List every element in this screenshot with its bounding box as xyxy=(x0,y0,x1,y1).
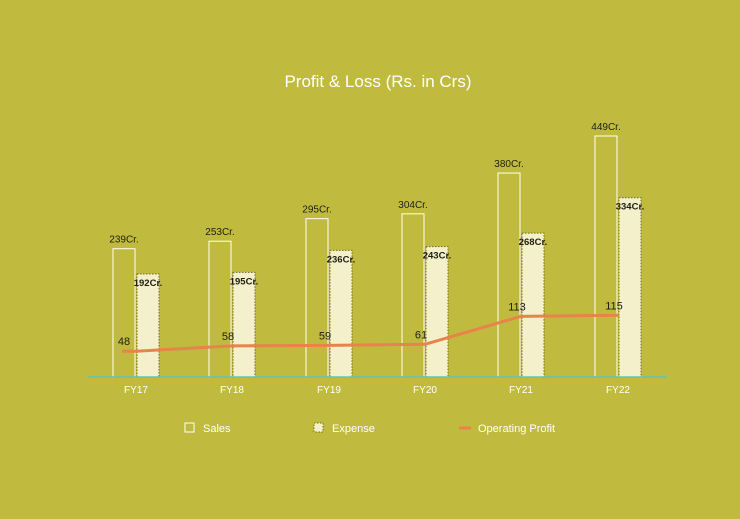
label-expense-fy22: 334Cr. xyxy=(616,202,645,213)
bar-sales-fy17 xyxy=(112,248,136,378)
bar-sales-fy21 xyxy=(497,172,521,378)
bar-sales-fy22 xyxy=(594,135,618,378)
x-axis: FY17 FY18 FY19 FY20 FY21 FY22 xyxy=(88,376,667,396)
bar-sales-fy18 xyxy=(208,240,232,378)
legend: Sales Expense Operating Profit xyxy=(184,422,555,435)
label-sales-fy19: 295Cr. xyxy=(302,205,331,216)
label-expense-fy21: 268Cr. xyxy=(519,237,548,248)
legend-swatch-sales xyxy=(184,422,195,433)
label-expense-fy19: 236Cr. xyxy=(327,254,356,265)
label-expense-fy20: 243Cr. xyxy=(423,251,452,262)
legend-label-operating-profit: Operating Profit xyxy=(478,423,555,435)
label-operating-profit-fy17: 48 xyxy=(118,336,130,348)
tick-label-fy22: FY22 xyxy=(606,385,630,396)
label-operating-profit-fy18: 58 xyxy=(222,331,234,343)
operating-profit-line xyxy=(122,313,620,353)
bar-expense-fy21 xyxy=(521,232,545,378)
bar-expense-fy22 xyxy=(618,197,642,378)
bar-expense-fy18 xyxy=(232,271,256,378)
label-operating-profit-fy21: 113 xyxy=(508,301,526,313)
legend-label-expense: Expense xyxy=(332,423,375,435)
bar-expense-fy17 xyxy=(136,273,160,378)
bar-sales-fy19 xyxy=(305,218,329,378)
label-operating-profit-fy22: 115 xyxy=(605,300,623,312)
label-sales-fy18: 253Cr. xyxy=(205,227,234,238)
tick-label-fy19: FY19 xyxy=(317,385,341,396)
data-labels-layer: 239Cr. 192Cr. 253Cr. 195Cr. 295Cr. 236Cr. 304C… xyxy=(109,122,644,348)
tick-label-fy18: FY18 xyxy=(220,385,244,396)
chart-title: Profit & Loss (Rs. in Crs) xyxy=(284,72,471,91)
label-sales-fy22: 449Cr. xyxy=(591,122,620,133)
label-expense-fy18: 195Cr. xyxy=(230,276,259,287)
bars-layer xyxy=(112,135,642,378)
bar-sales-fy20 xyxy=(401,213,425,378)
bar-expense-fy20 xyxy=(425,246,449,378)
label-operating-profit-fy20: 61 xyxy=(415,329,427,341)
tick-label-fy20: FY20 xyxy=(413,385,437,396)
bar-expense-fy19 xyxy=(329,249,353,378)
legend-swatch-expense xyxy=(313,422,324,433)
label-operating-profit-fy19: 59 xyxy=(319,330,331,342)
label-sales-fy17: 239Cr. xyxy=(109,235,138,246)
tick-label-fy17: FY17 xyxy=(124,385,148,396)
tick-label-fy21: FY21 xyxy=(509,385,533,396)
label-sales-fy20: 304Cr. xyxy=(398,200,427,211)
label-sales-fy21: 380Cr. xyxy=(494,159,523,170)
legend-label-sales: Sales xyxy=(203,423,231,435)
label-expense-fy17: 192Cr. xyxy=(134,278,163,289)
operating-profit-layer xyxy=(122,313,620,353)
